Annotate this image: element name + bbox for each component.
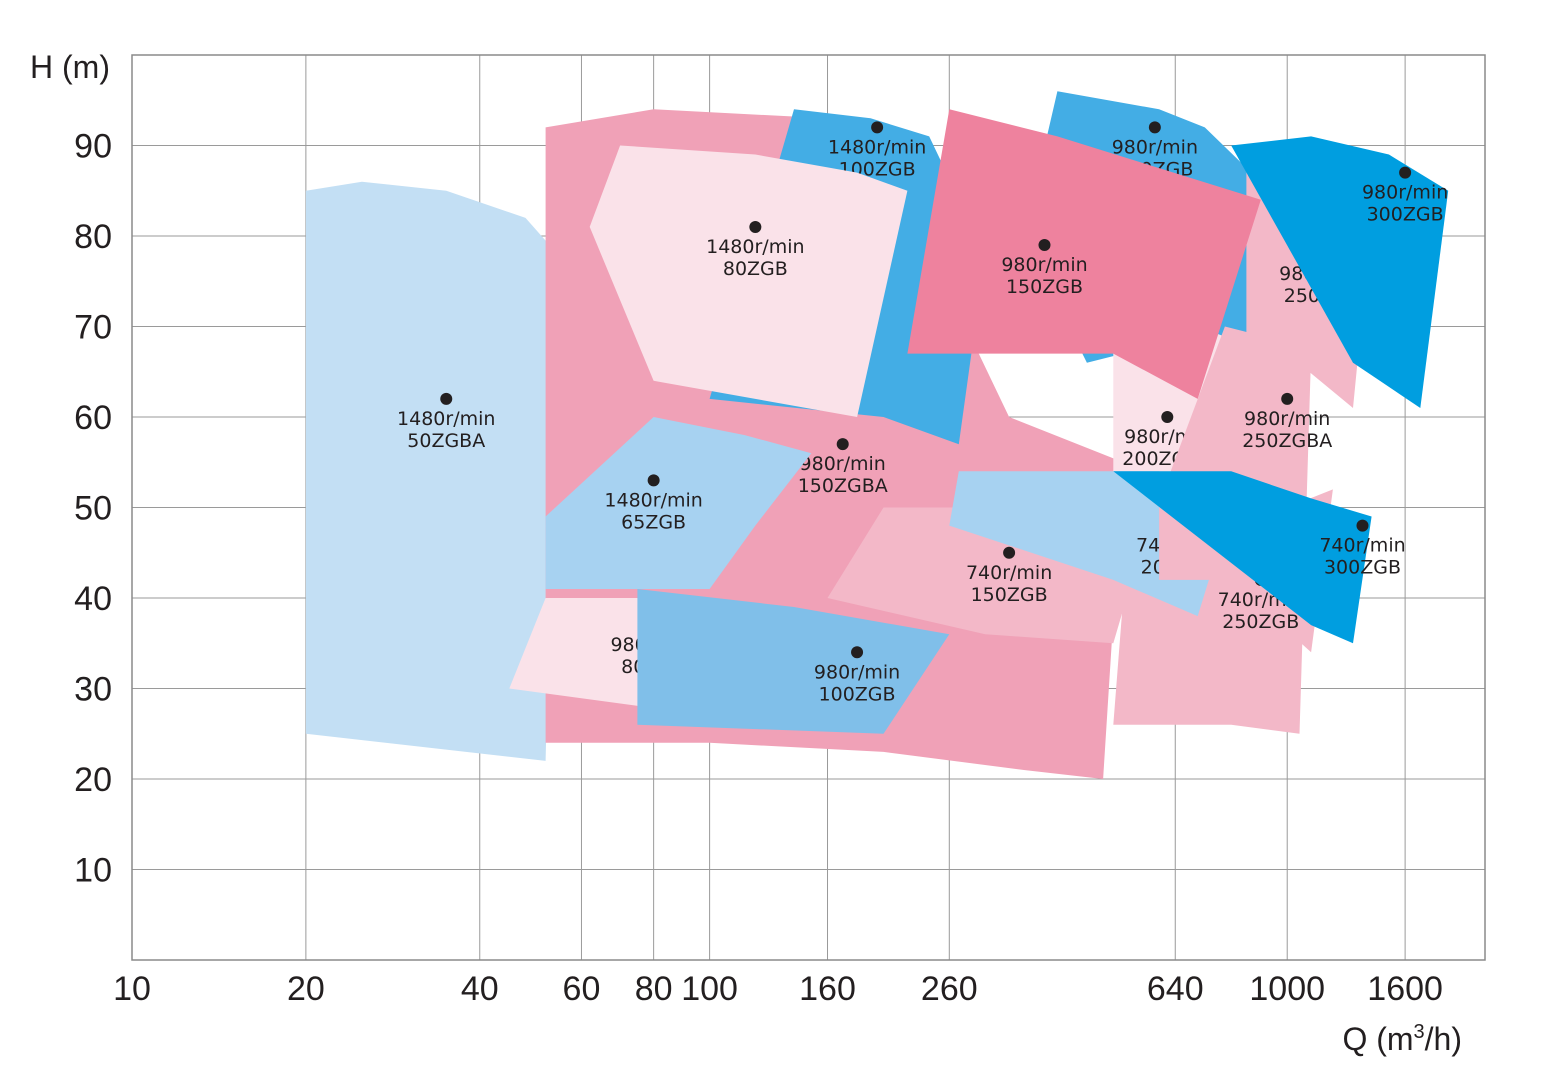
region-point	[1161, 411, 1174, 423]
y-tick-label: 50	[74, 490, 112, 528]
region-speed-label: 980r/min	[1362, 182, 1448, 204]
x-tick-label: 60	[563, 970, 601, 1008]
y-tick-label: 40	[74, 580, 112, 618]
x-tick-label: 10	[113, 970, 151, 1008]
region-area	[545, 417, 812, 589]
region-point	[647, 474, 660, 487]
region-model-label: 50ZGBA	[407, 430, 485, 452]
pump-regions: 1480r/min50ZGBA980r/min150ZGBA1480r/min1…	[305, 91, 1448, 780]
region-area	[1231, 136, 1449, 408]
x-axis-title: Q (m3/h)	[1342, 1021, 1462, 1057]
region-area	[907, 109, 1261, 399]
y-tick-label: 60	[74, 399, 112, 437]
region-model-label: 150ZGBA	[798, 475, 888, 497]
x-axis-title-superscript: 3	[1414, 1021, 1425, 1043]
region-model-label: 300ZGB	[1367, 204, 1444, 226]
x-tick-label: 20	[287, 970, 325, 1008]
region-area	[589, 145, 908, 417]
x-tick-label: 640	[1147, 970, 1204, 1008]
region-speed-label: 740r/min	[1319, 535, 1405, 557]
x-tick-label: 100	[681, 970, 738, 1008]
region-speed-label: 1480r/min	[828, 136, 926, 158]
x-tick-label: 40	[461, 970, 499, 1008]
y-tick-label: 30	[74, 671, 112, 709]
region-point	[1281, 392, 1294, 405]
x-tick-label: 1600	[1367, 970, 1443, 1008]
x-tick-label: 80	[635, 970, 673, 1008]
y-axis-title: H (m)	[30, 49, 110, 85]
x-axis-ticks: 10 20 40 60 80 100 160 260 640 1000 1600	[113, 970, 1443, 1008]
y-tick-label: 20	[74, 761, 112, 799]
region-speed-label: 1480r/min	[397, 408, 495, 430]
y-tick-label: 80	[74, 218, 112, 256]
region-model-label: 65ZGB	[621, 511, 686, 533]
y-tick-label: 70	[74, 309, 112, 347]
x-tick-label: 160	[799, 970, 856, 1008]
region-point	[749, 220, 762, 233]
region-point	[871, 121, 884, 134]
region-point	[1399, 166, 1412, 179]
x-axis-title-main: Q (m	[1342, 1021, 1413, 1057]
region-point	[1003, 546, 1016, 559]
x-tick-label: 260	[921, 970, 978, 1008]
region-point	[440, 392, 453, 405]
x-tick-label: 1000	[1249, 970, 1325, 1008]
region-model-label: 150ZGB	[1006, 276, 1083, 298]
region-speed-label: 980r/min	[1001, 254, 1087, 276]
x-axis-title-tail: /h)	[1425, 1021, 1462, 1057]
region-speed-label: 980r/min	[1244, 408, 1330, 430]
region-model-label: 100ZGB	[819, 683, 896, 705]
region-model-label: 150ZGB	[971, 584, 1048, 606]
y-axis-ticks: 10 20 30 40 50 60 70 80 90	[74, 128, 112, 890]
region-model-label: 300ZGB	[1324, 557, 1401, 579]
region-area	[1113, 471, 1372, 644]
region-point	[1356, 519, 1369, 532]
region-speed-label: 980r/min	[800, 453, 886, 475]
plot-frame	[131, 54, 1486, 961]
y-tick-label: 90	[74, 128, 112, 166]
region-speed-label: 1480r/min	[706, 236, 804, 258]
region-model-label: 250ZGBA	[1242, 430, 1332, 452]
region-model-label: 250ZGB	[1222, 611, 1299, 633]
region-point	[851, 646, 864, 659]
region-speed-label: 740r/min	[966, 562, 1052, 584]
region-point	[1038, 239, 1051, 252]
region-speed-label: 980r/min	[1112, 136, 1198, 158]
region-speed-label: 1480r/min	[604, 489, 702, 511]
y-tick-label: 10	[74, 852, 112, 890]
region-model-label: 80ZGB	[723, 258, 788, 280]
region-area	[637, 589, 950, 734]
region-point	[836, 438, 849, 451]
region-point	[1148, 121, 1161, 134]
region-speed-label: 980r/min	[814, 661, 900, 683]
